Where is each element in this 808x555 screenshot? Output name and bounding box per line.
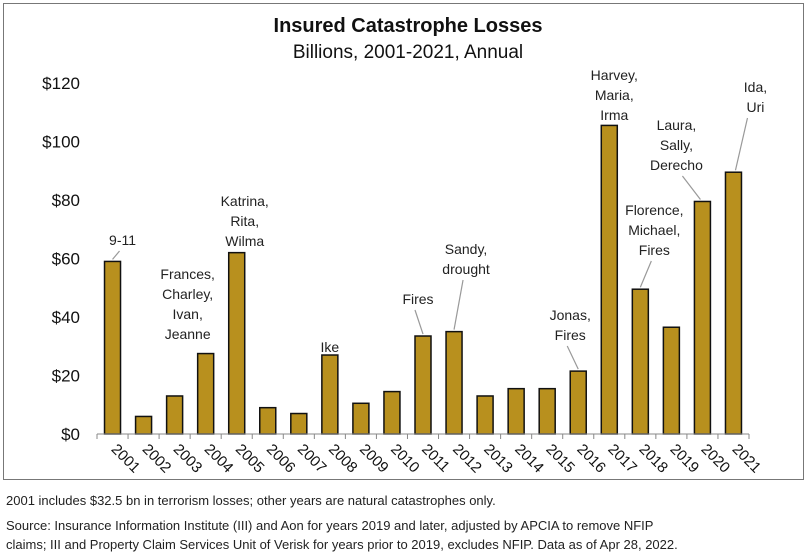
annotation-2018-line: Fires [639,242,670,258]
annotation-2011-line: Fires [402,291,433,307]
annotation-2021-line: Ida, [744,79,767,95]
x-tick-label-2015: 2015 [542,441,578,477]
annotation-2004-line: Jeanne [165,326,211,342]
annotation-2020-pointer [681,175,701,200]
annotation-2008-line: Ike [321,339,340,355]
chart-frame: Insured Catastrophe Losses Billions, 200… [3,3,804,480]
annotation-2012-line: Sandy, [445,241,488,257]
x-tick-label-2007: 2007 [294,441,330,477]
annotation-2018-pointer [639,260,652,288]
annotation-2001-line: 9-11 [109,232,136,248]
annotation-2020-line: Laura, [657,117,697,133]
bar-2010 [383,390,401,435]
bar-2012 [445,330,463,435]
x-tick-label-2003: 2003 [170,441,206,477]
bar-2017 [600,124,619,435]
bar-2008 [321,354,339,435]
chart-subtitle: Billions, 2001-2021, Annual [293,42,523,63]
bar-2018 [631,288,650,435]
annotation-2016-pointer [566,345,579,370]
annotation-2004-line: Ivan, [172,306,202,322]
chart-title: Insured Catastrophe Losses [274,15,543,37]
x-tick-label-2009: 2009 [356,441,392,477]
annotation-2004-line: Charley, [162,286,213,302]
annotation-2021-line: Uri [747,99,765,115]
bar-2002 [134,415,153,435]
x-tick-label-2014: 2014 [511,441,547,477]
x-tick-label-2001: 2001 [108,441,144,477]
x-tick-label-2012: 2012 [449,441,485,477]
annotation-2017-line: Irma [600,107,628,123]
annotation-2001-pointer [112,250,120,260]
annotation-2005-line: Rita, [230,213,259,229]
annotation-2021-pointer [734,117,749,171]
annotation-2018-line: Florence, [625,202,683,218]
annotation-2020-line: Sally, [660,137,693,153]
x-tick-label-2006: 2006 [263,441,299,477]
x-tick-label-2017: 2017 [604,441,640,477]
annotation-2011-pointer [414,309,424,335]
x-tick-label-2016: 2016 [573,441,609,477]
annotation-2017-line: Maria, [595,87,634,103]
annotation-2005-line: Wilma [225,233,264,249]
x-tick-label-2008: 2008 [325,441,361,477]
annotation-2016-line: Jonas, [550,307,591,323]
x-tick-label-2011: 2011 [418,441,453,476]
x-tick-label-2004: 2004 [201,441,237,477]
annotation-2004-line: Frances, [160,266,214,282]
y-tick-label: $0 [61,425,80,444]
annotation-2018-line: Michael, [628,222,680,238]
y-tick-label: $80 [52,191,80,210]
bar-2015 [538,387,556,435]
bar-2009 [352,402,370,435]
x-tick-label-2020: 2020 [698,441,734,477]
bar-2006 [259,406,277,435]
x-tick-label-2019: 2019 [667,441,703,477]
x-tick-label-2013: 2013 [480,441,516,477]
footnote-source-line-1: Source: Insurance Information Institute … [6,518,654,533]
bar-2004 [196,352,215,435]
annotation-2020-line: Derecho [650,157,703,173]
x-tick-label-2005: 2005 [232,441,268,477]
bar-2011 [414,335,432,435]
annotation-2005-line: Katrina, [221,193,269,209]
bar-2013 [476,395,494,435]
bars-group [103,124,743,435]
y-tick-label: $60 [52,250,80,269]
bar-2007 [290,412,308,435]
x-tick-label-2021: 2021 [729,441,765,477]
bar-2016 [569,370,587,435]
annotation-2012-line: drought [442,261,490,277]
annotation-2017-line: Harvey, [591,67,638,83]
bar-2020 [693,200,712,435]
bar-2021 [724,171,743,435]
x-tick-label-2018: 2018 [636,441,672,477]
y-tick-label: $100 [42,133,80,152]
y-axis: $0 $20 $40 $60 $80 $100 $120 [42,74,80,444]
bar-2005 [227,251,246,435]
bar-2019 [662,326,681,435]
bar-2014 [507,387,525,435]
annotations-group: 9-11 Frances, Charley, Ivan, Jeanne Katrina, R… [109,67,767,370]
y-tick-label: $20 [52,367,80,386]
bar-chart: Insured Catastrophe Losses Billions, 200… [42,15,767,477]
bar-2003 [165,395,184,435]
x-axis: 2001200220032004200520062007200820092010… [96,433,765,477]
y-tick-label: $120 [42,74,80,93]
x-tick-label-2010: 2010 [387,441,423,477]
x-tick-label-2002: 2002 [139,441,175,477]
bar-2001 [103,260,122,435]
annotation-2012-pointer [453,279,464,330]
annotation-2016-line: Fires [555,327,586,343]
y-tick-label: $40 [52,308,80,327]
footnote-source-line-2: claims; III and Property Claim Services … [6,537,678,552]
footnote-note: 2001 includes $32.5 bn in terrorism loss… [6,493,496,508]
